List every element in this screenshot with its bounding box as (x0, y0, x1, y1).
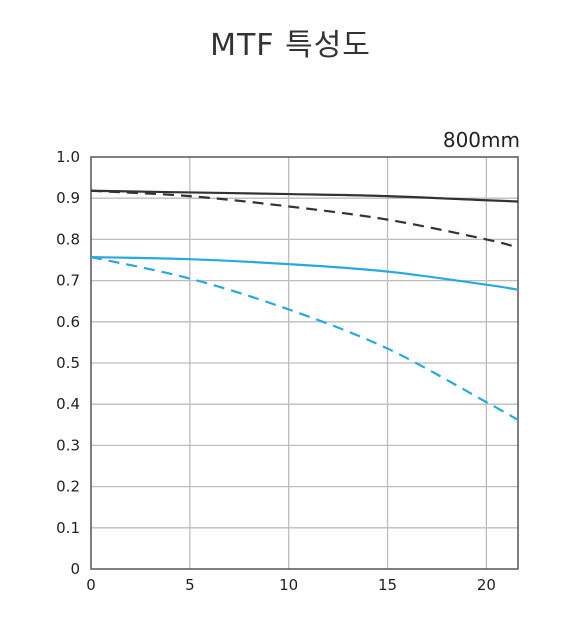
tick-labels: 0 0.1 0.2 0.3 0.4 0.5 0.6 0.7 0.8 0.9 1.0 0 5 10 15 20 (56, 148, 496, 594)
focal-length-label: 800mm (443, 128, 520, 152)
y-tick-label: 0.9 (56, 189, 80, 207)
series-layer (90, 189, 519, 421)
series-line-dark-dashed (90, 189, 519, 249)
y-tick-label: 0.6 (56, 313, 80, 331)
x-tick-label: 10 (279, 576, 298, 594)
y-tick-label: 1.0 (56, 148, 80, 166)
y-tick-label: 0.2 (56, 478, 80, 496)
y-tick-label: 0.3 (56, 436, 80, 454)
x-tick-label: 0 (86, 576, 96, 594)
x-tick-label: 15 (378, 576, 397, 594)
x-tick-label: 5 (185, 576, 195, 594)
x-tick-label: 20 (477, 576, 496, 594)
chart-title: MTF 특성도 (210, 28, 371, 63)
plot-frame (90, 156, 519, 570)
y-tick-label: 0 (70, 560, 80, 578)
y-tick-label: 0.4 (56, 395, 80, 413)
grid-layer (91, 157, 518, 569)
plot-border (90, 156, 519, 570)
series-line-blue-dashed (90, 256, 519, 421)
y-tick-label: 0.1 (56, 519, 80, 537)
y-tick-label: 0.5 (56, 354, 80, 372)
series-line-dark-solid (90, 189, 519, 203)
y-tick-label: 0.8 (56, 230, 80, 248)
series-line-blue-solid (90, 256, 519, 291)
y-tick-label: 0.7 (56, 272, 80, 290)
